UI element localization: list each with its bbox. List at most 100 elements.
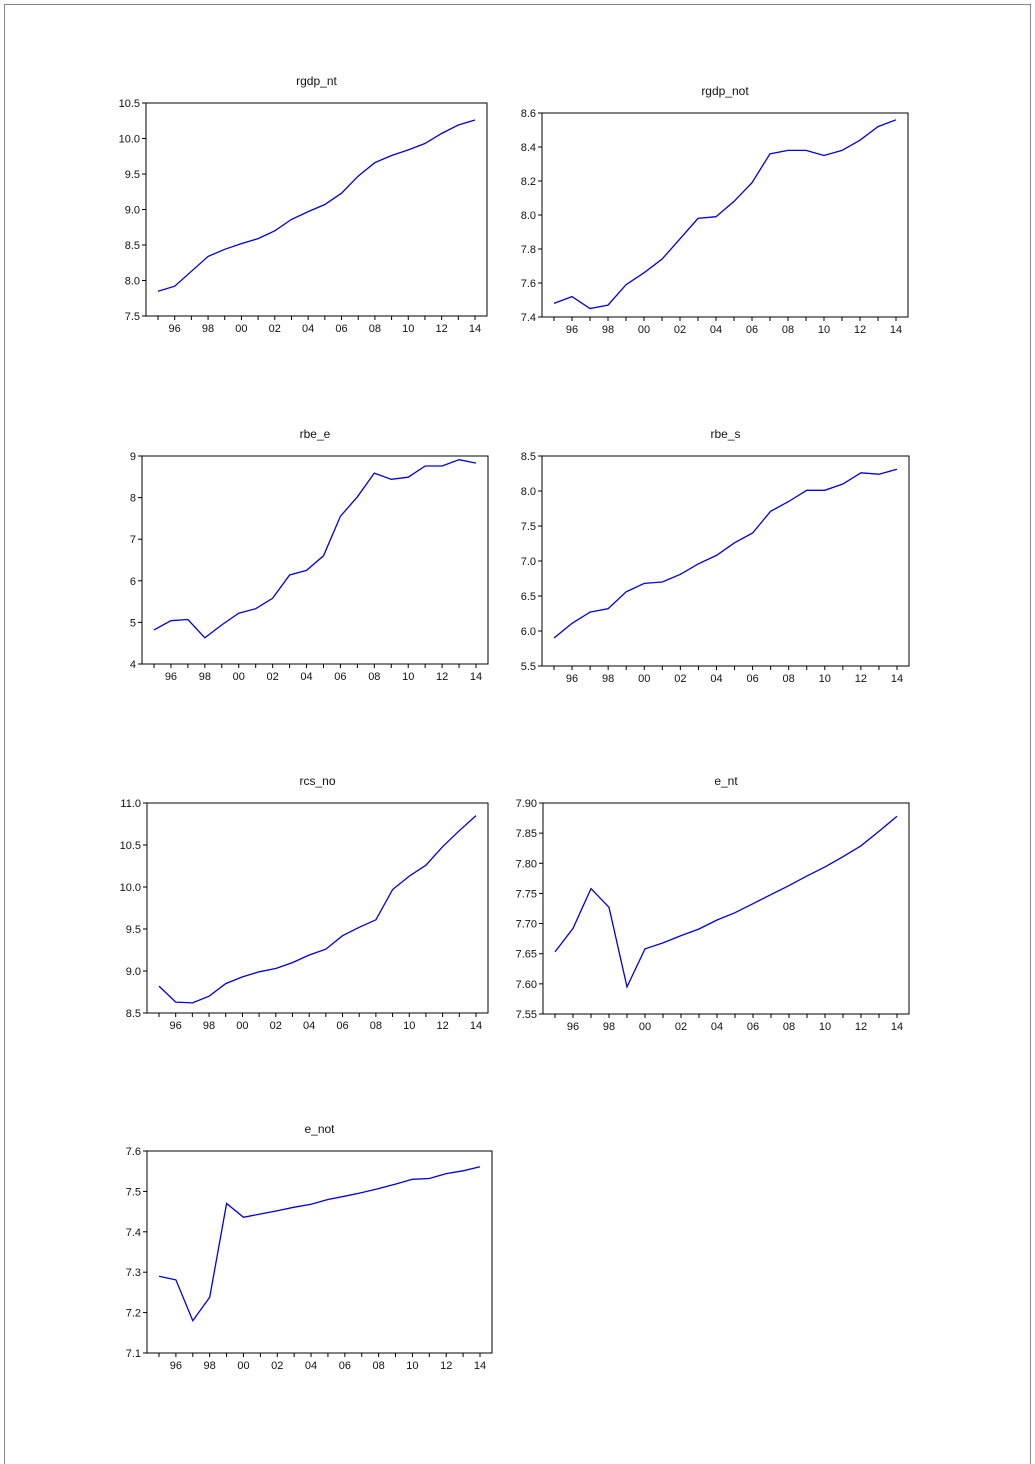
x-tick-label: 12 — [436, 671, 448, 683]
x-tick-label: 02 — [674, 673, 686, 685]
y-tick-label: 10.5 — [120, 840, 141, 852]
series-line — [158, 1166, 481, 1323]
chart-rbe_e: rbe_e 4 5 6 7 8 9 96 98 00 02 04 06 08 10 12 14 — [130, 427, 489, 683]
y-tick-label: 8.5 — [521, 451, 536, 463]
x-tick-label: 08 — [782, 324, 794, 336]
y-tick-label: 8.0 — [521, 486, 536, 498]
chart-rbe_s: rbe_s 5.5 6.0 6.5 7.0 7.5 8.0 8.5 96 98 00 02 04 06 08… — [521, 427, 910, 685]
x-tick-label: 98 — [199, 671, 211, 683]
x-tick-label: 10 — [819, 673, 831, 685]
chart-title: rgdp_nt — [296, 74, 337, 88]
x-tick-label: 02 — [271, 1360, 283, 1372]
x-tick-label: 14 — [891, 673, 903, 685]
y-tick-label: 9.0 — [125, 205, 140, 217]
x-tick-label: 00 — [638, 673, 650, 685]
y-tick-label: 9.5 — [125, 169, 140, 181]
x-tick-label: 08 — [368, 671, 380, 683]
x-tick-label: 14 — [469, 323, 481, 335]
series-line — [553, 468, 898, 639]
y-tick-label: 7 — [130, 534, 136, 546]
y-tick-label: 7.5 — [521, 521, 536, 533]
x-tick-label: 06 — [339, 1360, 351, 1372]
x-tick-label: 98 — [602, 673, 614, 685]
y-tick-label: 8.4 — [521, 142, 536, 154]
x-tick-label: 02 — [267, 671, 279, 683]
chart-title: rcs_no — [299, 774, 335, 788]
y-tick-label: 6.5 — [521, 591, 536, 603]
x-tick-label: 04 — [710, 324, 722, 336]
y-tick-label: 8.5 — [126, 1008, 141, 1020]
y-tick-label: 8.6 — [521, 108, 536, 120]
x-tick-label: 14 — [891, 1021, 903, 1033]
chart-title: rgdp_not — [701, 84, 749, 98]
x-tick-label: 04 — [711, 1021, 723, 1033]
chart-title: rbe_e — [300, 427, 331, 441]
x-tick-label: 00 — [237, 1360, 249, 1372]
plot-frame — [145, 102, 488, 317]
series-line — [553, 119, 897, 310]
x-tick-label: 10 — [402, 671, 414, 683]
x-tick-label: 98 — [203, 1020, 215, 1032]
x-tick-label: 12 — [440, 1360, 452, 1372]
x-tick-label: 04 — [300, 671, 312, 683]
y-tick-label: 5 — [130, 617, 136, 629]
y-tick-label: 7.6 — [126, 1146, 141, 1158]
x-tick-label: 02 — [269, 323, 281, 335]
x-tick-label: 98 — [204, 1360, 216, 1372]
x-tick-label: 12 — [437, 1020, 449, 1032]
x-tick-label: 96 — [567, 1021, 579, 1033]
y-tick-label: 6 — [130, 576, 136, 588]
x-tick-label: 10 — [818, 324, 830, 336]
x-tick-label: 00 — [236, 1020, 248, 1032]
y-tick-label: 5.5 — [521, 661, 536, 673]
x-tick-label: 06 — [747, 1021, 759, 1033]
y-tick-label: 7.0 — [521, 556, 536, 568]
x-tick-label: 14 — [470, 671, 482, 683]
x-tick-label: 06 — [335, 323, 347, 335]
y-tick-label: 7.70 — [516, 919, 537, 931]
y-tick-label: 7.4 — [521, 312, 536, 324]
x-tick-label: 10 — [403, 1020, 415, 1032]
chart-rgdp_nt: rgdp_nt 7.5 8.0 8.5 9.0 9.5 10.0 10.5 96 98 00 02 04… — [119, 74, 488, 335]
y-tick-label: 10.5 — [119, 98, 140, 110]
x-tick-label: 14 — [470, 1020, 482, 1032]
x-tick-label: 02 — [270, 1020, 282, 1032]
y-tick-label: 7.80 — [516, 858, 537, 870]
plot-frame — [146, 1150, 493, 1354]
y-tick-label: 8.0 — [125, 276, 140, 288]
y-tick-label: 9.5 — [126, 924, 141, 936]
y-tick-label: 7.1 — [126, 1348, 141, 1360]
x-tick-label: 08 — [783, 673, 795, 685]
chart-title: e_nt — [714, 774, 738, 788]
x-tick-label: 98 — [602, 324, 614, 336]
y-tick-label: 8.5 — [125, 240, 140, 252]
y-tick-label: 10.0 — [119, 134, 140, 146]
y-tick-label: 7.4 — [126, 1227, 141, 1239]
chart-title: e_not — [304, 1122, 335, 1136]
x-tick-label: 98 — [603, 1021, 615, 1033]
x-tick-label: 00 — [233, 671, 245, 683]
y-tick-label: 7.90 — [516, 798, 537, 810]
chart-e_not: e_not 7.1 7.2 7.3 7.4 7.5 7.6 96 98 00 02 04 06 08 10 1… — [126, 1122, 493, 1372]
y-tick-label: 7.5 — [125, 311, 140, 323]
x-tick-label: 08 — [370, 1020, 382, 1032]
x-tick-label: 96 — [165, 671, 177, 683]
y-tick-label: 7.55 — [516, 1009, 537, 1021]
y-tick-label: 4 — [130, 659, 136, 671]
y-tick-label: 7.2 — [126, 1308, 141, 1320]
series-line — [158, 815, 477, 1004]
chart-rgdp_not: rgdp_not 7.4 7.6 7.8 8.0 8.2 8.4 8.6 96 98 00 02 04 0… — [521, 84, 909, 336]
x-tick-label: 00 — [639, 1021, 651, 1033]
plot-frame — [146, 802, 489, 1014]
y-tick-label: 7.6 — [521, 278, 536, 290]
figure-frame — [4, 4, 1031, 1464]
y-tick-label: 8.0 — [521, 210, 536, 222]
x-tick-label: 10 — [819, 1021, 831, 1033]
plot-frame — [541, 455, 910, 667]
chart-title: rbe_s — [710, 427, 740, 441]
x-tick-label: 14 — [474, 1360, 486, 1372]
chart-rcs_no: rcs_no 8.5 9.0 9.5 10.0 10.5 11.0 96 98 00 02 04 06 0… — [120, 774, 489, 1032]
series-line — [153, 459, 477, 639]
y-tick-label: 7.3 — [126, 1267, 141, 1279]
x-tick-label: 12 — [855, 673, 867, 685]
